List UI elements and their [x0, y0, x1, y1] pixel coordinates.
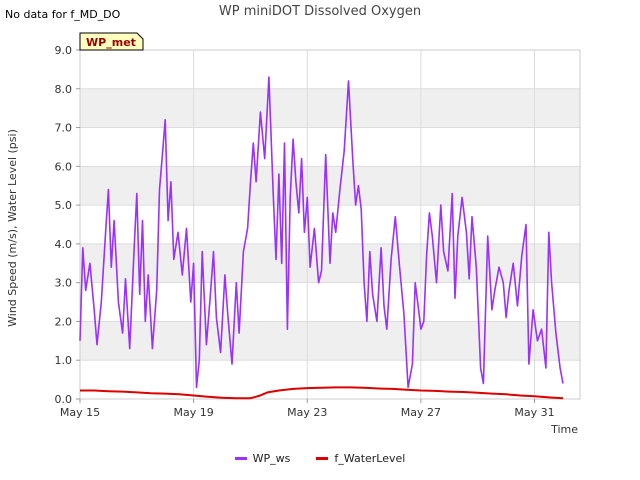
y-tick-label: 4.0 [55, 238, 73, 251]
y-tick-label: 0.0 [55, 393, 73, 406]
x-tick-label: May 27 [401, 406, 441, 419]
y-axis-label: Wind Speed (m/s), Water Level (psi) [6, 129, 19, 327]
y-tick-label: 6.0 [55, 160, 73, 173]
series-line-wp-ws [79, 76, 564, 389]
x-tick-label: May 15 [60, 406, 100, 419]
x-tick-label: May 19 [174, 406, 214, 419]
legend-label-wp-ws: WP_ws [252, 452, 291, 465]
y-axis-ticks: 0.0 1.0 2.0 3.0 4.0 5.0 6.0 7.0 8.0 9.0 [55, 44, 80, 406]
x-tick-label: May 31 [514, 406, 554, 419]
y-tick-label: 8.0 [55, 83, 73, 96]
legend-swatch-f-waterlevel [316, 457, 329, 460]
legend: WP_ws f_WaterLevel [0, 452, 640, 465]
background-band [80, 88, 580, 128]
x-tick-label: May 23 [287, 406, 327, 419]
background-bands [80, 88, 580, 361]
chart-title: WP miniDOT Dissolved Oxygen [218, 4, 422, 19]
y-tick-label: 3.0 [55, 277, 73, 290]
chart: 0.01.02.03.04.05.06.07.08.09.0 May 15 May… [6, 32, 581, 436]
background-band [80, 166, 580, 206]
y-tick-label: 9.0 [55, 44, 73, 57]
x-axis-ticks: May 15 May 19 May 23 May 27 May 31 [60, 399, 555, 419]
station-badge[interactable]: WP_met [79, 32, 144, 51]
no-data-notice: No data for f_MD_DO [5, 8, 121, 21]
legend-swatch-wp-ws [234, 457, 247, 460]
legend-label-f-waterlevel: f_WaterLevel [334, 452, 406, 465]
y-tick-label: 1.0 [55, 354, 73, 367]
plot-frame [79, 49, 581, 400]
badge-label: WP_met [86, 36, 136, 49]
y-tick-label: 7.0 [55, 122, 73, 135]
background-band [80, 321, 580, 361]
legend-item-wp-ws[interactable]: WP_ws [234, 452, 291, 465]
y-tick-label: 2.0 [55, 315, 73, 328]
x-axis-label: Time [550, 423, 578, 436]
legend-item-f-waterlevel[interactable]: f_WaterLevel [316, 452, 405, 465]
badge-shape [79, 32, 144, 51]
series-layer [79, 76, 564, 400]
series-line-f-waterlevel [80, 386, 564, 400]
y-tick-label: 5.0 [55, 199, 73, 212]
